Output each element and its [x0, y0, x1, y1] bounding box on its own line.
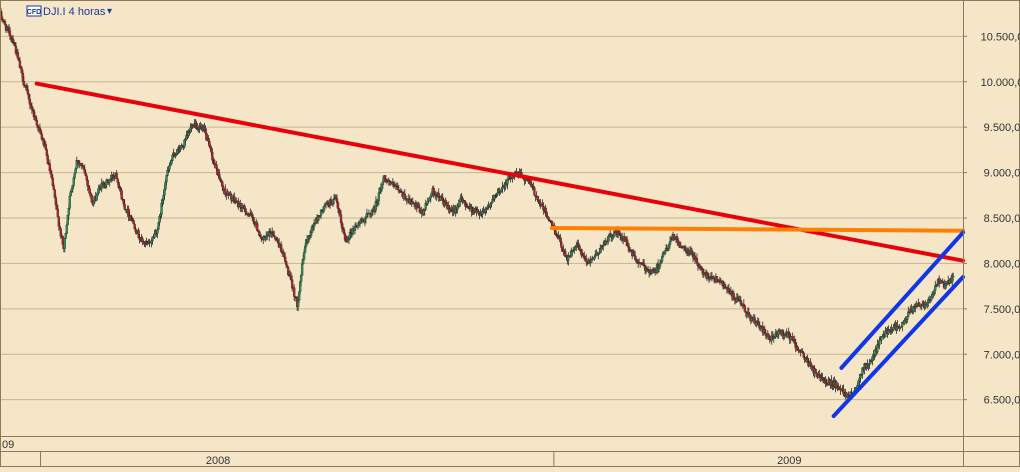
candle-down	[256, 223, 259, 231]
candle-up	[458, 201, 461, 207]
candle-down	[753, 317, 756, 323]
time-axis-label: 09	[2, 439, 14, 451]
time-axis-label: 2009	[777, 455, 801, 467]
resistance-trendline	[549, 225, 965, 233]
candle-down	[743, 305, 746, 312]
price-tick-label: 8.500,0	[984, 213, 1020, 225]
price-tick-labels: 6.500,0 7.000,0 7.500,0 8.000,0 8.500,0 9.000…	[963, 31, 1020, 407]
candle-up	[95, 195, 98, 201]
candle-up	[663, 250, 667, 254]
candle-up	[490, 202, 493, 205]
time-axis-labels: 09 2008 2009	[2, 439, 802, 467]
candle-down	[276, 237, 279, 241]
price-tick-label: 9.500,0	[984, 122, 1020, 134]
candle-up	[179, 148, 182, 150]
candle-down	[273, 234, 276, 237]
candle-down	[809, 361, 812, 365]
candle-down	[560, 241, 563, 248]
candle-up	[73, 173, 76, 178]
candle-down	[16, 52, 20, 59]
channel-lower-trendline	[831, 275, 965, 419]
chevron-down-icon[interactable]: ▾	[107, 6, 112, 17]
candle-up	[952, 275, 955, 278]
cfd-badge	[26, 5, 42, 17]
candle-down	[292, 287, 296, 297]
trendline-layer	[34, 81, 965, 419]
candle-layer	[0, 7, 955, 402]
candle-up	[356, 225, 360, 228]
symbol-label: DJI.I 4 horas	[43, 6, 106, 18]
candle-down	[533, 187, 536, 196]
candle-up	[68, 195, 71, 209]
candle-up	[168, 165, 171, 170]
candle-down	[285, 261, 288, 266]
candle-up	[300, 263, 304, 276]
candle-down	[213, 160, 216, 164]
price-tick-label: 8.000,0	[984, 258, 1020, 270]
candle-down	[8, 30, 12, 36]
channel-upper-trendline	[839, 230, 965, 370]
price-tick-label: 7.500,0	[984, 304, 1020, 316]
candle-down	[56, 208, 59, 217]
candle-up	[322, 205, 326, 211]
candle-down	[814, 368, 817, 373]
price-tick-label: 7.000,0	[984, 349, 1020, 361]
candle-up	[63, 237, 66, 249]
price-tick-label: 6.500,0	[984, 395, 1020, 407]
symbol-header[interactable]: CFD DJI.I 4 horas ▾	[26, 5, 112, 18]
time-axis-label: 2008	[206, 455, 230, 467]
candle-up	[650, 271, 654, 274]
candle-down	[89, 192, 92, 195]
price-tick-label: 9.000,0	[984, 168, 1020, 180]
candle-down	[22, 81, 26, 85]
price-tick-label: 10.000,0	[981, 77, 1020, 89]
candle-down	[672, 234, 676, 239]
candle-down	[86, 180, 89, 187]
price-tick-label: 10.500,0	[981, 31, 1020, 43]
candle-down	[290, 279, 294, 289]
candle-down	[123, 203, 126, 210]
cfd-badge-text: CFD	[27, 9, 41, 16]
candle-up	[377, 192, 381, 201]
candle-up	[65, 224, 68, 234]
candle-down	[115, 173, 118, 179]
